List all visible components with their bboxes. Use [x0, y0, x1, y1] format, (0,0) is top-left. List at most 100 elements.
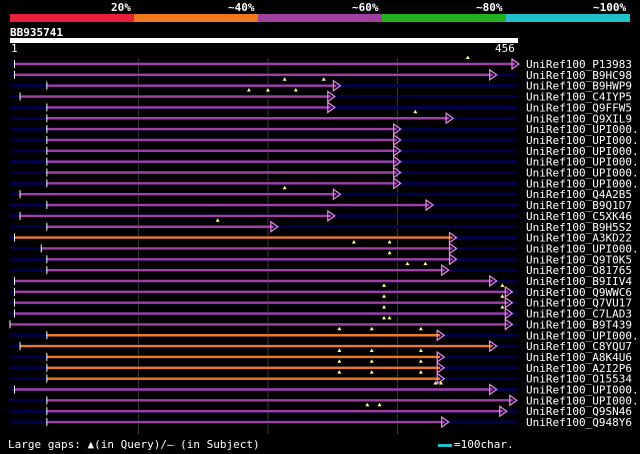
hit-label[interactable]: UniRef100_Q4A2B5: [526, 188, 632, 201]
hit-end-arrow: [270, 220, 279, 233]
scale-segment: [134, 14, 258, 22]
hit-end-arrow: [489, 339, 498, 353]
hit-label[interactable]: UniRef100_C4IYP5: [526, 91, 632, 104]
hit-label[interactable]: UniRef100_B9Q1D7: [526, 199, 632, 212]
hit-label[interactable]: UniRef100_UPI000..: [526, 145, 640, 158]
scale-segment: [506, 14, 630, 22]
hit-end-arrow: [445, 112, 455, 125]
scale-label: ~100%: [593, 1, 627, 14]
hit-label[interactable]: UniRef100_O15534: [526, 373, 632, 386]
hit-label[interactable]: UniRef100_Q9XIL9: [526, 112, 632, 125]
query-gap-mark: [369, 326, 374, 331]
hit-end-arrow: [393, 155, 402, 168]
query-gap-mark: [423, 261, 428, 266]
query-gap-mark: [293, 88, 298, 92]
ruler-end: 456: [495, 42, 515, 55]
query-gap-mark: [418, 326, 423, 331]
identity-scale-bar: 20% ~40% ~60% ~80% ~100%: [0, 0, 640, 26]
hit-end-arrow: [436, 350, 446, 364]
query-gap-mark: [387, 315, 392, 320]
hit-end-arrow: [327, 209, 336, 223]
hit-end-arrow: [489, 274, 498, 288]
scale-label: 20%: [111, 1, 131, 14]
hit-label[interactable]: UniRef100_C7LAD3: [526, 308, 632, 321]
query-gap-mark: [382, 283, 387, 287]
hit-end-arrow: [332, 79, 342, 92]
hit-label[interactable]: UniRef100_Q9WWC6: [526, 286, 632, 299]
hit-label[interactable]: UniRef100_Q9FFW5: [526, 101, 632, 114]
hit-end-arrow: [327, 101, 336, 114]
hit-end-arrow: [511, 57, 521, 71]
query-gap-mark: [321, 77, 326, 81]
hit-end-arrow: [504, 318, 514, 331]
query-gap-mark: [377, 402, 382, 407]
hit-label[interactable]: UniRef100_UPI000..: [526, 394, 640, 407]
query-gap-mark: [465, 55, 470, 59]
hit-end-arrow: [489, 68, 498, 82]
scale-key-swatch: [438, 443, 452, 447]
hit-label[interactable]: UniRef100_UPI000..: [526, 242, 640, 255]
query-gap-mark: [282, 185, 287, 190]
query-gap-mark: [337, 326, 342, 331]
hit-end-arrow: [393, 133, 402, 147]
hit-end-arrow: [504, 307, 514, 320]
query-gap-mark: [265, 88, 270, 92]
query-name: BB935741: [10, 26, 63, 39]
hit-end-arrow: [448, 242, 458, 255]
hit-label[interactable]: UniRef100_P13983: [526, 58, 632, 71]
hit-label[interactable]: UniRef100_Q7VU17: [526, 297, 632, 310]
hit-label[interactable]: UniRef100_UPI000..: [526, 177, 640, 190]
hit-label[interactable]: UniRef100_C8YQU7: [526, 340, 632, 353]
query-gap-mark: [418, 370, 423, 374]
query-ruler: [10, 38, 518, 43]
query-gap-mark: [500, 283, 505, 287]
hit-label[interactable]: UniRef100_A8K4U6: [526, 351, 632, 364]
query-gap-mark: [382, 315, 387, 320]
ruler-start: 1: [11, 42, 18, 55]
hit-label[interactable]: UniRef100_UPI000..: [526, 167, 640, 180]
query-gap-mark: [369, 348, 374, 352]
hit-label[interactable]: UniRef100_B9IIV4: [526, 275, 632, 288]
hit-label[interactable]: UniRef100_Q948Y6: [526, 416, 632, 429]
scale-segment: [10, 14, 134, 22]
hit-end-arrow: [436, 329, 446, 342]
hit-end-arrow: [425, 198, 435, 212]
query-gap-mark: [438, 381, 443, 385]
hit-label[interactable]: UniRef100_UPI000..: [526, 384, 640, 397]
hit-label[interactable]: UniRef100_C5XK46: [526, 210, 632, 223]
hit-label[interactable]: UniRef100_Q9SN46: [526, 405, 632, 418]
query-gap-mark: [215, 218, 220, 222]
hit-end-arrow: [332, 188, 342, 201]
hit-label[interactable]: UniRef100_B9HC98: [526, 69, 632, 82]
hit-label[interactable]: UniRef100_Q9T0K5: [526, 253, 632, 266]
hit-end-arrow: [393, 177, 402, 190]
hit-end-arrow: [436, 361, 446, 374]
hit-end-arrow: [393, 166, 402, 179]
query-gap-mark: [405, 261, 410, 266]
hit-label[interactable]: UniRef100_B9T439: [526, 318, 632, 331]
hit-label[interactable]: UniRef100_UPI000..: [526, 156, 640, 169]
hit-end-arrow: [441, 263, 450, 277]
scale-segment: [382, 14, 506, 22]
hit-end-arrow: [448, 231, 458, 244]
hit-end-arrow: [499, 405, 508, 418]
hit-label[interactable]: UniRef100_UPI000..: [526, 134, 640, 147]
hit-label[interactable]: UniRef100_UPI000..: [526, 329, 640, 342]
query-gap-mark: [246, 88, 251, 92]
hit-end-arrow: [441, 415, 450, 429]
hit-label[interactable]: UniRef100_B9H5S2: [526, 221, 632, 234]
hit-end-arrow: [489, 383, 498, 396]
scale-label: ~40%: [228, 1, 255, 14]
hit-label[interactable]: UniRef100_B9HWP9: [526, 80, 632, 93]
query-gap-mark: [369, 370, 374, 374]
query-gap-mark: [337, 359, 342, 363]
hit-end-arrow: [448, 253, 458, 266]
hit-label[interactable]: UniRef100_UPI000..: [526, 123, 640, 136]
query-gap-mark: [337, 370, 342, 374]
hit-end-arrow: [504, 296, 514, 309]
query-gap-mark: [369, 359, 374, 363]
hit-label[interactable]: UniRef100_A2I2P6: [526, 362, 632, 375]
hit-label[interactable]: UniRef100_O81765: [526, 264, 632, 277]
hit-label[interactable]: UniRef100_A3KD22: [526, 232, 632, 245]
query-gap-mark: [413, 109, 418, 114]
